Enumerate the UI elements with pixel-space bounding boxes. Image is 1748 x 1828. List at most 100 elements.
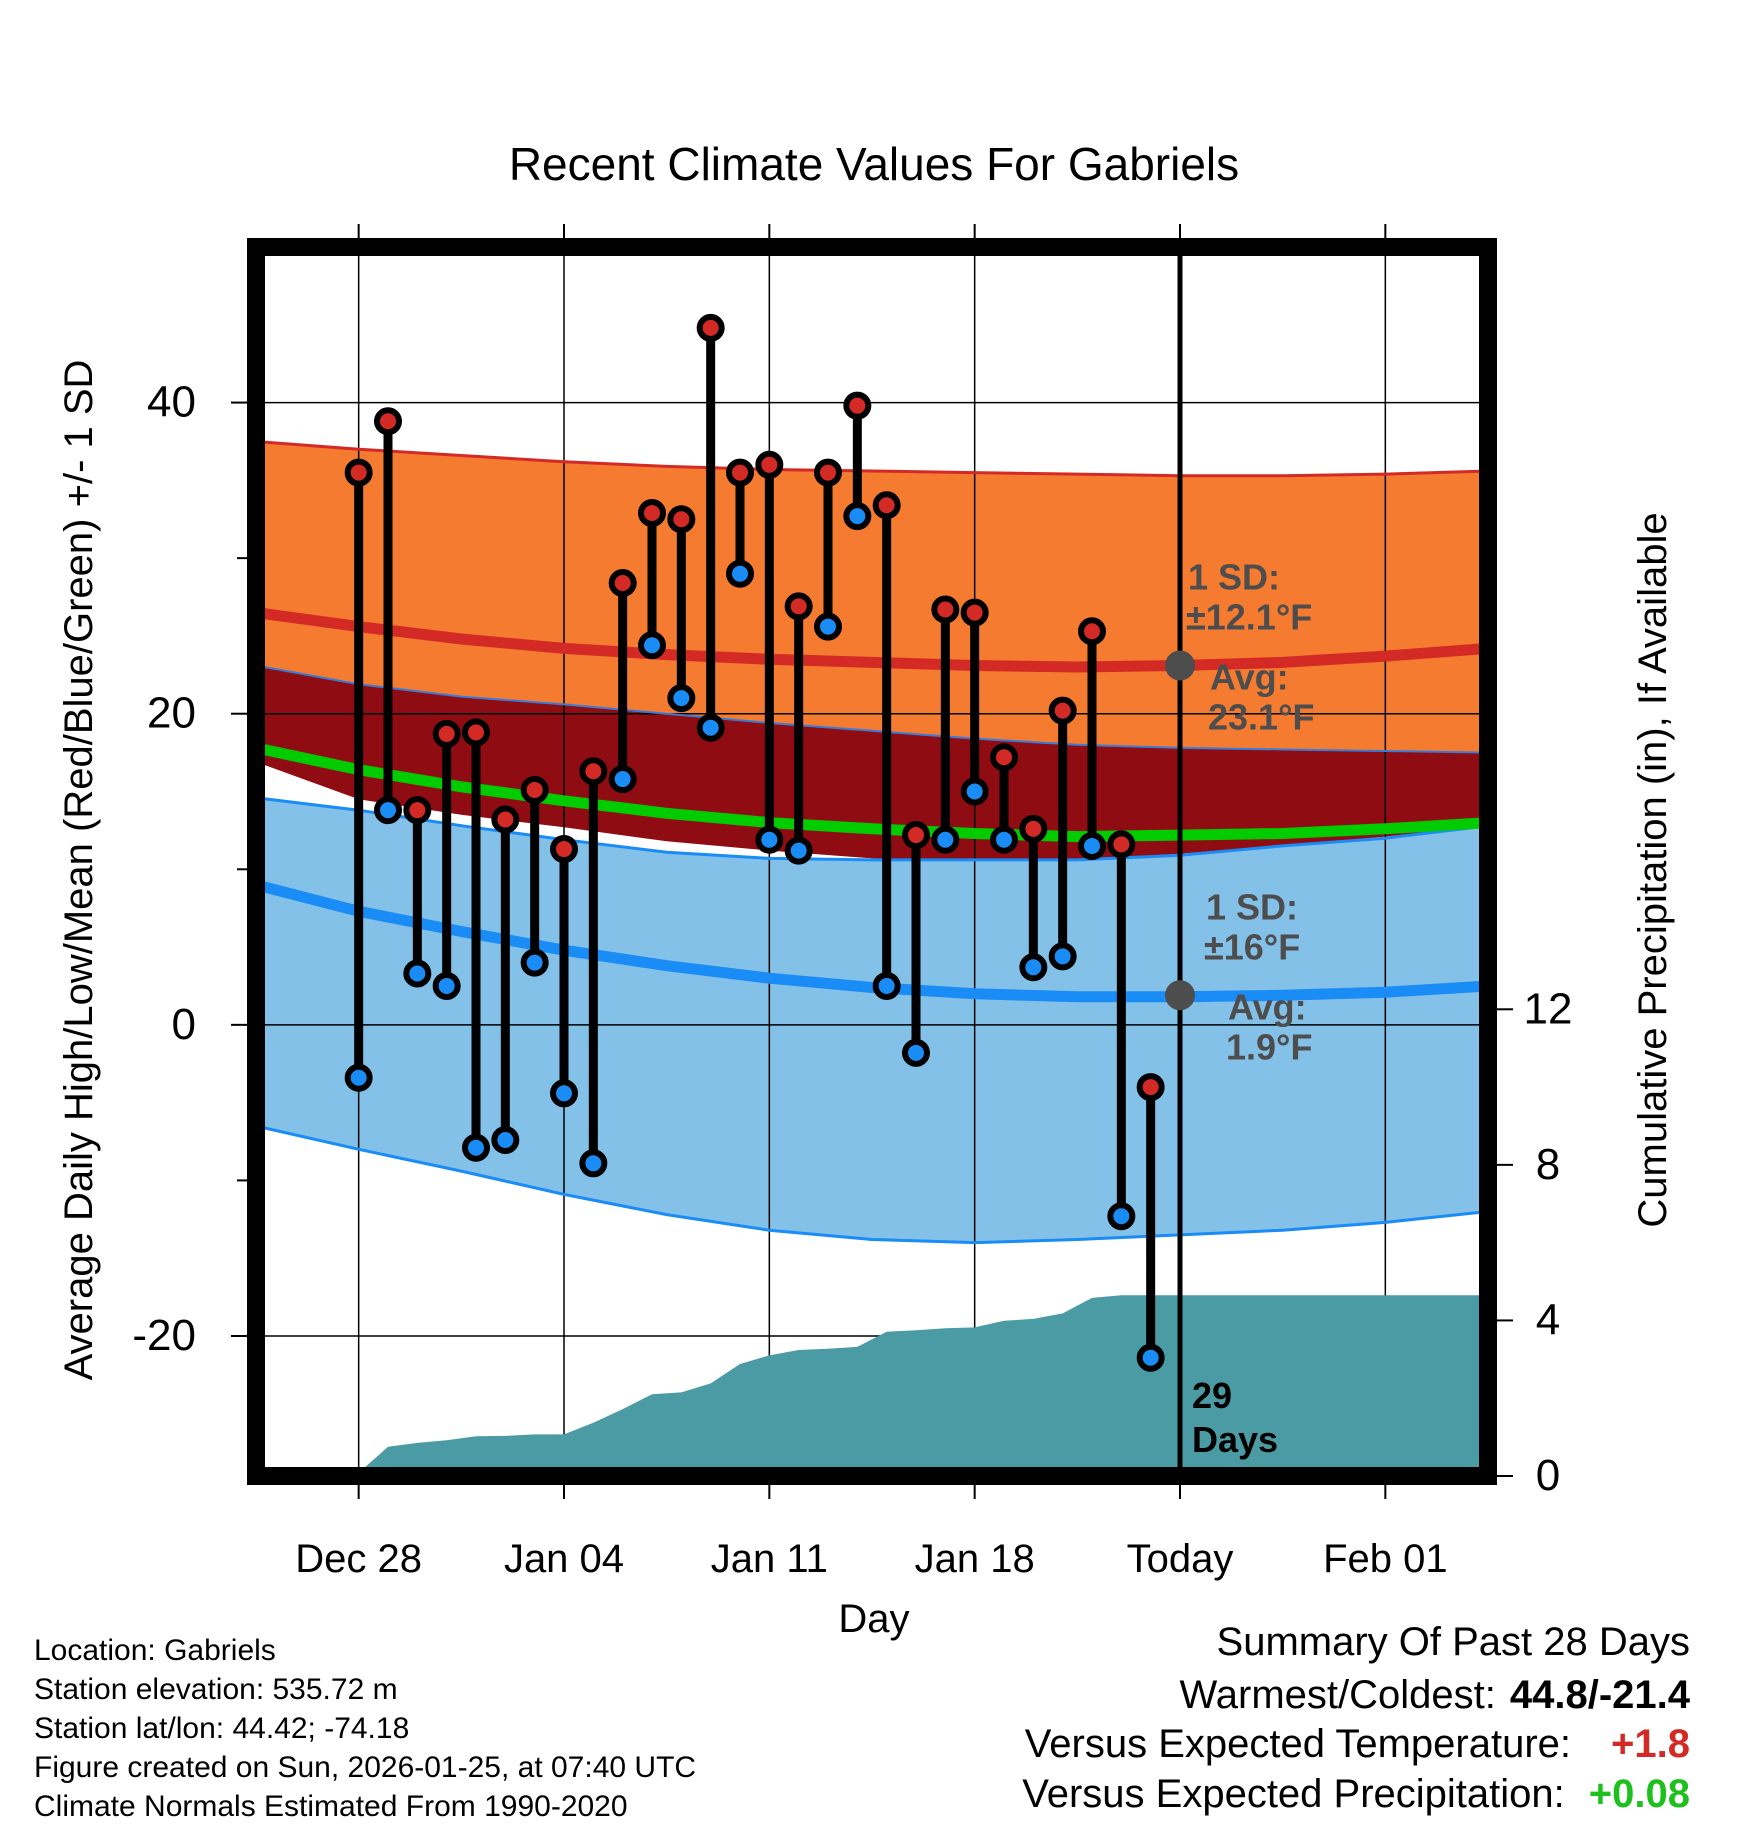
daily-high-point xyxy=(1048,696,1077,725)
daily-low-point xyxy=(990,825,1018,854)
x-tick-label: Jan 04 xyxy=(504,1537,624,1581)
daily-high-point xyxy=(344,458,373,487)
today-days-count: 29 xyxy=(1192,1375,1232,1416)
daily-high-point xyxy=(432,719,461,748)
daily-high-point xyxy=(696,313,725,342)
daily-low-point xyxy=(550,1079,578,1108)
daily-low-point xyxy=(1019,953,1048,982)
daily-low-point xyxy=(374,796,402,825)
high-average-line xyxy=(255,607,1489,673)
daily-low-point xyxy=(814,612,842,641)
summary-warmest-value: 44.8/-21.4 xyxy=(1509,1673,1690,1717)
plot-frame xyxy=(247,238,1497,1485)
summary-precip-value: +0.08 xyxy=(1588,1772,1690,1816)
y-left-tick-label: -20 xyxy=(132,1311,196,1360)
daily-low-point xyxy=(1048,942,1077,971)
y-axis-left-label: Average Daily High/Low/Mean (Red/Blue/Gr… xyxy=(57,360,101,1381)
x-tick-label: Dec 28 xyxy=(295,1537,422,1581)
daily-low-point xyxy=(784,836,813,865)
daily-high-point xyxy=(960,598,989,627)
y-left-tick-label: 40 xyxy=(147,378,196,427)
daily-high-point xyxy=(403,796,432,825)
footer-created: Figure created on Sun, 2026-01-25, at 07… xyxy=(34,1751,697,1784)
footer-latlon: Station lat/lon: 44.42; -74.18 xyxy=(34,1712,410,1745)
axes: Dec 28 Jan 04 Jan 11 Jan 18 Today Feb 0140200… xyxy=(132,224,1572,1581)
plot-border xyxy=(247,238,1497,1485)
x-tick-label: Feb 01 xyxy=(1323,1537,1448,1581)
y-left-tick-label: 20 xyxy=(147,689,196,738)
footer-elevation: Station elevation: 535.72 m xyxy=(34,1673,398,1706)
summary-temp-label: Versus Expected Temperature: xyxy=(1024,1722,1572,1766)
daily-low-point xyxy=(696,713,725,742)
footer-location: Location: Gabriels xyxy=(34,1634,276,1667)
daily-low-point xyxy=(726,559,754,588)
daily-high-point xyxy=(579,757,608,786)
high-avg-label: Avg: xyxy=(1210,656,1289,697)
daily-low-point xyxy=(520,948,549,977)
daily-high-point xyxy=(755,450,784,479)
daily-low-point xyxy=(843,502,872,531)
summary-precip-row: Versus Expected Precipitation: +0.08 xyxy=(1022,1772,1690,1817)
y-left-tick-label: 0 xyxy=(172,1000,196,1049)
normal-bands xyxy=(256,441,1488,1243)
daily-low-point xyxy=(902,1038,930,1067)
daily-high-point xyxy=(726,458,754,487)
daily-high-point xyxy=(1136,1073,1165,1102)
daily-high-point xyxy=(843,391,872,420)
precipitation-area xyxy=(344,1295,1488,1476)
high-upper-line xyxy=(255,440,1489,478)
low-average-line xyxy=(254,879,1489,1003)
daily-high-point xyxy=(1107,830,1136,859)
high-sd-label: 1 SD: xyxy=(1188,556,1280,597)
daily-low-point xyxy=(638,631,666,660)
daily-low-point xyxy=(579,1149,608,1178)
summary-precip-label: Versus Expected Precipitation: xyxy=(1022,1772,1565,1816)
daily-high-point xyxy=(667,505,696,534)
summary-temp-row: Versus Expected Temperature: +1.8 xyxy=(1025,1722,1690,1767)
daily-low-point xyxy=(755,825,784,854)
daily-low-point xyxy=(462,1133,490,1162)
daily-high-point xyxy=(550,835,578,864)
x-tick-label: Jan 11 xyxy=(711,1537,828,1581)
summary-temp-value: +1.8 xyxy=(1611,1722,1690,1766)
daily-high-point xyxy=(638,499,666,528)
daily-low-point xyxy=(403,959,432,988)
daily-range-bars xyxy=(344,313,1165,1372)
low-lower-line xyxy=(255,1124,1489,1245)
chart-title: Recent Climate Values For Gabriels xyxy=(509,138,1239,190)
low-avg-label: Avg: xyxy=(1228,986,1307,1027)
normal-lines xyxy=(254,440,1489,1245)
low-upper-line xyxy=(255,796,1489,862)
cumulative-precipitation-area xyxy=(344,1295,1488,1476)
daily-high-point xyxy=(374,407,402,436)
low-sd-label: 1 SD: xyxy=(1206,886,1298,927)
mean-average-line xyxy=(254,742,1489,843)
summary-warmest-row: Warmest/Coldest: 44.8/-21.4 xyxy=(1179,1673,1690,1718)
daily-low-point xyxy=(667,684,696,713)
high-avg-value: 23.1°F xyxy=(1208,696,1314,737)
daily-low-point xyxy=(491,1125,520,1154)
daily-high-point xyxy=(520,775,549,804)
daily-high-point xyxy=(1078,617,1106,646)
daily-high-point xyxy=(1019,814,1048,843)
summary-title-text: Summary Of Past 28 Days xyxy=(1216,1620,1690,1664)
daily-low-point xyxy=(1078,831,1106,860)
daily-low-point xyxy=(872,971,901,1000)
low-avg-value: 1.9°F xyxy=(1226,1026,1312,1067)
low-average-marker xyxy=(1165,980,1195,1011)
daily-low-point xyxy=(1136,1343,1165,1372)
daily-high-point xyxy=(491,805,520,834)
y-right-tick-label: 12 xyxy=(1524,984,1573,1033)
daily-high-point xyxy=(902,821,930,850)
y-axis-right-label: Cumulative Precipitation (in), If Availa… xyxy=(1631,512,1675,1227)
high-lower-line xyxy=(255,664,1489,754)
footer-normals: Climate Normals Estimated From 1990-2020 xyxy=(34,1790,628,1823)
x-tick-label: Jan 18 xyxy=(915,1537,1035,1581)
daily-low-point xyxy=(960,777,989,806)
today-days-unit: Days xyxy=(1192,1419,1278,1460)
daily-high-point xyxy=(872,491,901,520)
high-sd-value: ±12.1°F xyxy=(1186,596,1312,637)
